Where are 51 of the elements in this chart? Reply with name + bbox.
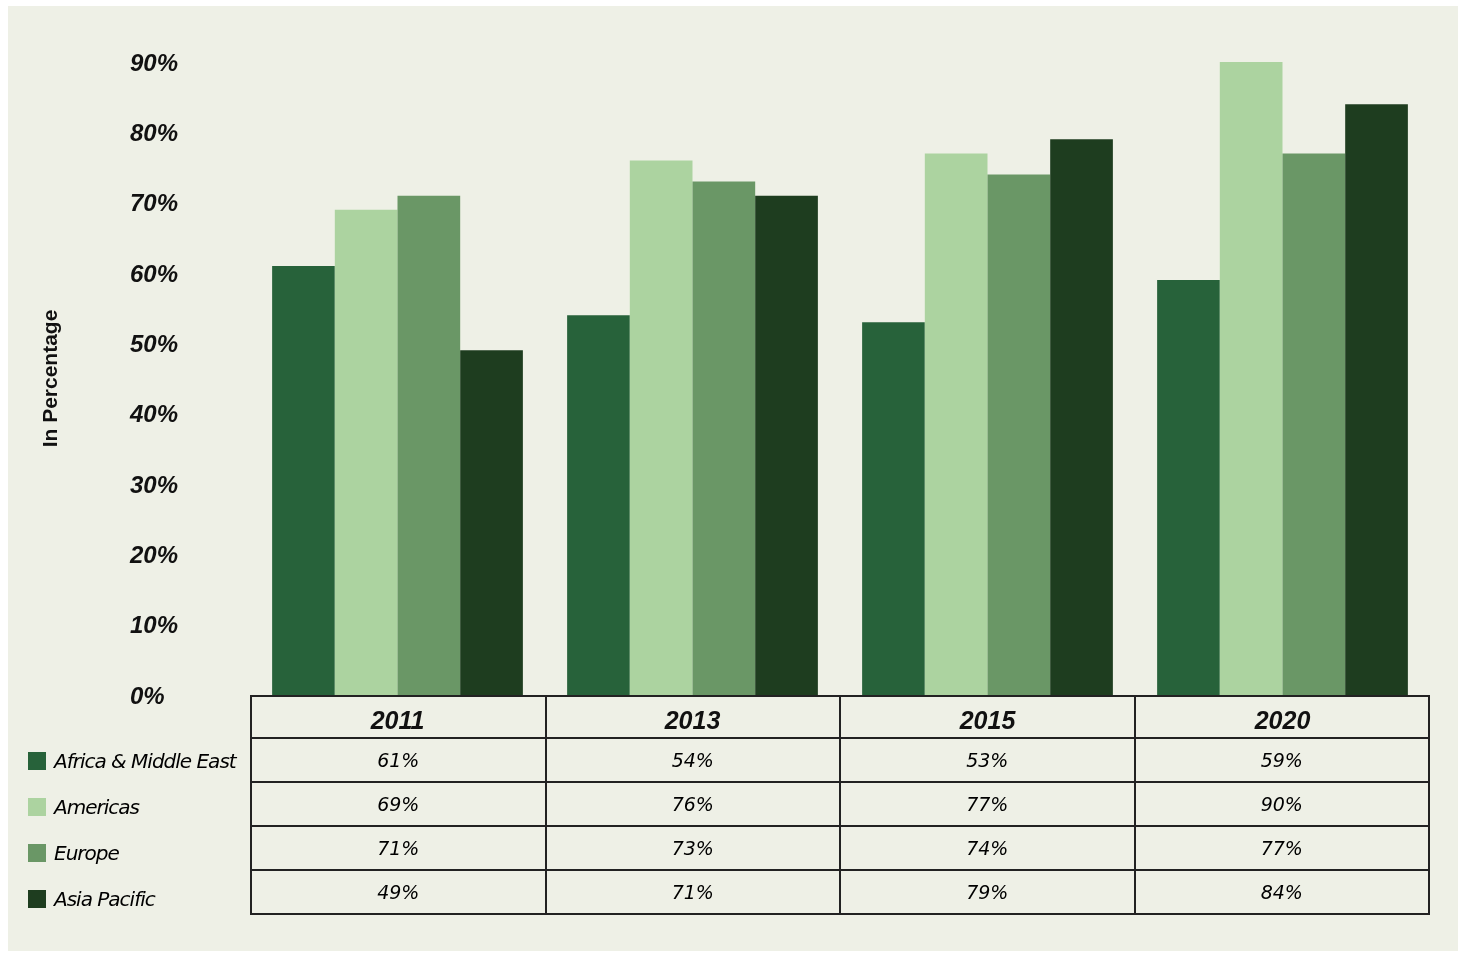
bar: [924, 153, 988, 695]
data-label: 74%: [840, 826, 1135, 870]
bar: [460, 350, 523, 695]
x-tick-label: 2013: [663, 705, 721, 734]
data-label: 77%: [1134, 826, 1429, 870]
y-tick-label: 0%: [130, 681, 165, 709]
x-tick-label: 2020: [1253, 705, 1311, 734]
bar: [1050, 139, 1113, 695]
y-tick-label: 50%: [130, 329, 179, 357]
bar: [1219, 62, 1283, 695]
bar: [692, 181, 756, 695]
data-label: 71%: [545, 870, 840, 914]
bar: [272, 265, 335, 695]
bar: [987, 174, 1051, 695]
y-tick-label: 70%: [130, 189, 179, 217]
legend-label: Asia Pacific: [54, 887, 155, 911]
x-tick-label: 2011: [369, 705, 425, 734]
legend-label: Europe: [54, 841, 119, 865]
bar: [1157, 280, 1220, 695]
data-label: 90%: [1134, 782, 1429, 826]
data-label: 61%: [251, 738, 546, 782]
bar: [629, 160, 693, 695]
y-tick-label: 10%: [130, 611, 179, 639]
data-label: 77%: [840, 782, 1135, 826]
data-label: 76%: [545, 782, 840, 826]
bar: [862, 322, 925, 695]
data-label: 54%: [545, 738, 840, 782]
data-label: 53%: [840, 738, 1135, 782]
data-label: 49%: [251, 870, 546, 914]
data-label: 71%: [251, 826, 546, 870]
bar: [567, 315, 630, 695]
y-tick-label: 30%: [130, 470, 179, 498]
bar: [755, 195, 818, 695]
y-tick-label: 90%: [130, 48, 179, 76]
bar: [397, 195, 461, 695]
y-tick-label: 40%: [129, 400, 179, 428]
legend-label: Africa & Middle East: [54, 749, 236, 773]
data-label: 59%: [1134, 738, 1429, 782]
bar: [1282, 153, 1346, 695]
data-label: 79%: [840, 870, 1135, 914]
y-axis-title: In Percentage: [38, 309, 61, 448]
x-tick-label: 2015: [958, 705, 1017, 734]
bar: [334, 209, 398, 695]
data-label: 69%: [251, 782, 546, 826]
legend-label: Americas: [54, 795, 139, 819]
y-tick-label: 80%: [130, 118, 179, 146]
y-tick-label: 20%: [129, 540, 179, 568]
data-label: 73%: [545, 826, 840, 870]
bar: [1345, 104, 1408, 695]
y-tick-label: 60%: [130, 259, 179, 287]
data-label: 84%: [1134, 870, 1429, 914]
